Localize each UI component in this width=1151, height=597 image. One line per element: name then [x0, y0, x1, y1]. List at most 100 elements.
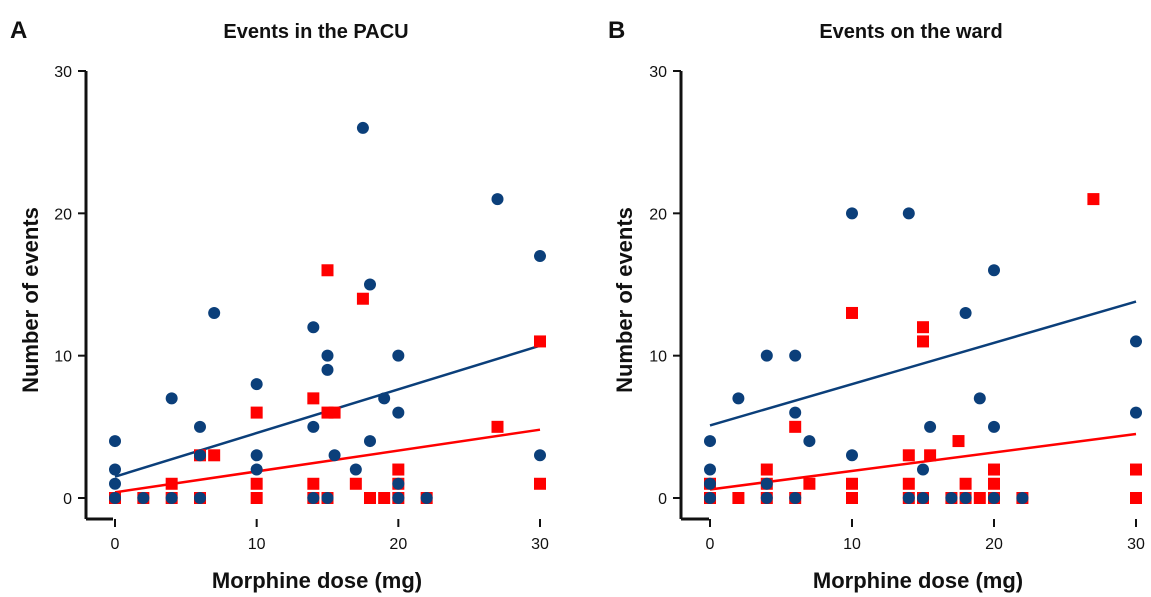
- blue-circle-point: [109, 492, 121, 504]
- y-tick-label: 0: [63, 491, 72, 508]
- x-tick-label: 20: [389, 536, 407, 553]
- blue-circle-point: [194, 449, 206, 462]
- blue-circle-point: [534, 449, 546, 462]
- red-square-point: [1130, 463, 1142, 476]
- x-tick-label: 10: [248, 536, 266, 553]
- blue-circle-point: [988, 492, 1000, 504]
- blue-circle-point: [364, 435, 376, 448]
- blue-circle-point: [321, 492, 334, 504]
- blue-circle-point: [1016, 492, 1029, 504]
- x-tick-label: 30: [1127, 536, 1145, 553]
- red-square-point: [902, 449, 915, 462]
- y-tick-label: 20: [54, 206, 72, 223]
- blue-circle-point: [924, 420, 937, 433]
- blue-circle-point: [109, 435, 121, 448]
- x-tick-label: 0: [706, 536, 715, 553]
- blue-circle-point: [732, 392, 745, 405]
- blue-circle-point: [250, 463, 263, 476]
- red-square-point: [356, 292, 369, 305]
- blue-trend-line: [709, 300, 1137, 427]
- red-square-point: [917, 321, 929, 334]
- red-square-point: [165, 477, 178, 490]
- y-axis-label: Number of events: [18, 207, 43, 393]
- y-tick-label: 30: [54, 64, 72, 81]
- x-axis-label: Morphine dose (mg): [212, 568, 422, 593]
- blue-circle-point: [165, 392, 178, 405]
- red-square-point: [846, 477, 858, 490]
- red-square-point: [378, 492, 391, 504]
- blue-circle-point: [321, 349, 334, 362]
- panel-letter: B: [608, 17, 625, 44]
- blue-circle-point: [392, 477, 405, 490]
- blue-circle-point: [194, 420, 206, 433]
- blue-circle-point: [307, 492, 320, 504]
- blue-circle-point: [109, 477, 121, 490]
- blue-circle-point: [307, 321, 320, 334]
- red-square-point: [307, 477, 320, 490]
- panel-a: A Events in the PACU Morphine dose (mg) …: [10, 17, 549, 593]
- x-tick-label: 10: [843, 536, 861, 553]
- blue-circle-point: [959, 306, 972, 319]
- panel-letter: A: [10, 17, 27, 44]
- red-square-point: [988, 477, 1000, 490]
- blue-circle-point: [988, 264, 1000, 277]
- x-axis-label: Morphine dose (mg): [813, 568, 1023, 593]
- y-axis-label: Number of events: [612, 207, 637, 393]
- x-tick-label: 20: [985, 536, 1003, 553]
- blue-circle-point: [392, 406, 405, 419]
- blue-circle-point: [917, 492, 929, 504]
- blue-circle-point: [902, 492, 915, 504]
- blue-circle-point: [250, 449, 263, 462]
- red-square-point: [1130, 492, 1142, 504]
- blue-circle-point: [137, 492, 150, 504]
- red-square-point: [973, 492, 986, 504]
- y-tick-label: 30: [649, 64, 667, 81]
- y-tick-label: 20: [649, 206, 667, 223]
- chart-title: Events on the ward: [819, 21, 1002, 43]
- blue-circle-point: [789, 406, 802, 419]
- red-square-point: [846, 306, 858, 319]
- trend-lines: [709, 300, 1137, 491]
- y-tick-label: 10: [54, 349, 72, 366]
- red-square-point: [392, 463, 405, 476]
- x-tick-label: 30: [531, 536, 549, 553]
- blue-circle-point: [789, 349, 802, 362]
- red-square-point: [988, 463, 1000, 476]
- red-trend-line: [709, 432, 1137, 491]
- blue-circle-point: [988, 420, 1000, 433]
- y-tick-label: 0: [658, 491, 667, 508]
- red-square-point: [491, 420, 504, 433]
- blue-circle-point: [321, 363, 334, 376]
- blue-circle-point: [760, 349, 773, 362]
- data-points: [704, 193, 1142, 504]
- red-square-point: [534, 477, 546, 490]
- blue-circle-point: [760, 492, 773, 504]
- blue-circle-point: [1130, 406, 1142, 419]
- red-square-point: [846, 492, 858, 504]
- blue-circle-point: [109, 463, 121, 476]
- red-square-point: [760, 463, 773, 476]
- blue-circle-point: [846, 449, 858, 462]
- blue-circle-point: [704, 435, 716, 448]
- tick-group: 0 10 20 30 0 10 20 30: [649, 64, 1145, 553]
- blue-circle-point: [307, 420, 320, 433]
- red-square-point: [208, 449, 221, 462]
- blue-circle-point: [194, 492, 206, 504]
- blue-circle-point: [420, 492, 433, 504]
- red-trend-line: [114, 428, 541, 494]
- tick-group: 0 10 20 30 0 10 20 30: [54, 64, 549, 553]
- blue-circle-point: [704, 492, 716, 504]
- red-square-point: [924, 449, 937, 462]
- blue-circle-point: [165, 492, 178, 504]
- red-square-point: [328, 406, 341, 419]
- red-square-point: [250, 492, 263, 504]
- blue-circle-point: [959, 492, 972, 504]
- red-square-point: [250, 406, 263, 419]
- blue-circle-point: [364, 278, 376, 291]
- blue-circle-point: [208, 306, 221, 319]
- blue-circle-point: [250, 378, 263, 391]
- blue-circle-point: [392, 492, 405, 504]
- red-square-point: [364, 492, 376, 504]
- red-square-point: [1087, 193, 1100, 206]
